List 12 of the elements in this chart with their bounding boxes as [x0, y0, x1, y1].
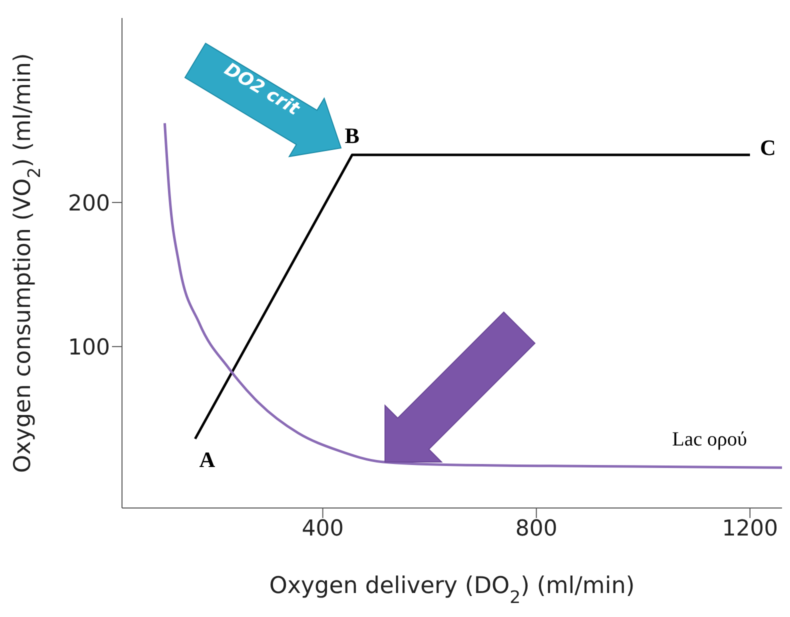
- x-tick-label: 400: [302, 516, 344, 542]
- annotation: A: [199, 446, 216, 472]
- y-tick-label: 100: [68, 335, 110, 360]
- x-tick-label: 800: [515, 516, 558, 542]
- x-axis-title: Oxygen delivery (DO$_{2}$) (ml/min): [269, 573, 635, 608]
- line-series: [163, 122, 782, 469]
- annotation: B: [344, 122, 360, 148]
- annotation: C: [760, 134, 776, 160]
- series-label: Lac ορού: [672, 428, 748, 451]
- annotation: DO2 crit: [220, 58, 304, 120]
- x-tick-label: 1200: [722, 516, 778, 542]
- y-tick-label: 200: [68, 191, 110, 216]
